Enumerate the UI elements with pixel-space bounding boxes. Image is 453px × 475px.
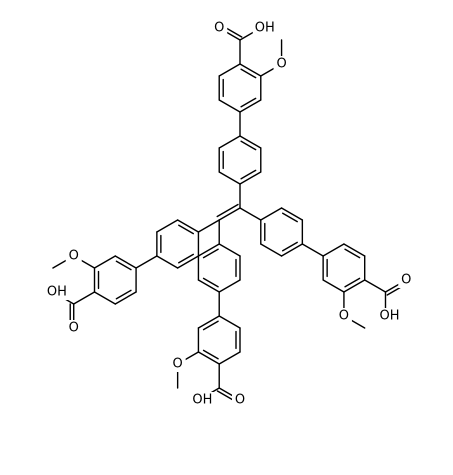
- bond: [364, 279, 387, 293]
- label-bg: [252, 20, 277, 36]
- double-bond: [178, 253, 195, 264]
- label-bg: [65, 320, 82, 336]
- label-bg: [190, 392, 215, 408]
- bond: [322, 243, 345, 257]
- hydroxyl: OH: [379, 309, 399, 324]
- bond: [343, 243, 366, 257]
- bond: [218, 279, 241, 293]
- double-bond: [202, 349, 219, 360]
- label-bg: [232, 392, 248, 408]
- methoxy-o: O: [276, 57, 286, 72]
- bond: [156, 255, 179, 269]
- label-bg: [44, 284, 69, 300]
- hydroxyl: OH: [255, 21, 275, 36]
- bond: [156, 219, 179, 233]
- bond: [280, 243, 304, 257]
- label-bg: [65, 248, 82, 264]
- carbonyl-o: O: [401, 273, 411, 288]
- bond: [135, 255, 158, 269]
- bond: [114, 255, 137, 269]
- bond: [93, 291, 116, 305]
- double-bond: [344, 248, 361, 259]
- bond: [218, 207, 241, 221]
- bond: [218, 315, 241, 329]
- methoxy-o: O: [69, 249, 79, 264]
- bond: [197, 219, 220, 233]
- double-bond: [344, 277, 361, 288]
- double-bond: [240, 97, 257, 108]
- double-bond: [202, 277, 219, 288]
- bond: [301, 243, 324, 257]
- bond: [218, 135, 241, 149]
- bond: [280, 207, 304, 221]
- bond: [343, 279, 366, 293]
- double-bond: [115, 260, 132, 271]
- double-bond: [178, 224, 195, 235]
- bond: [260, 207, 283, 221]
- double-bond: [240, 169, 257, 180]
- label-bg: [377, 308, 402, 324]
- bond: [218, 171, 241, 185]
- bond: [176, 255, 200, 269]
- bond: [239, 207, 262, 221]
- bond: [322, 279, 345, 293]
- carbonyl-o: O: [69, 321, 79, 336]
- bond: [239, 99, 262, 113]
- methoxy-o: O: [339, 309, 349, 324]
- bond: [197, 315, 220, 329]
- double-bond: [281, 212, 298, 223]
- carbonyl-o: O: [235, 393, 245, 408]
- bond: [197, 243, 220, 257]
- bond: [114, 291, 137, 305]
- bond: [197, 351, 220, 365]
- label-bg: [169, 356, 186, 372]
- bond: [239, 171, 262, 185]
- label-bg: [398, 272, 415, 288]
- bond: [218, 99, 241, 113]
- bond: [218, 63, 241, 77]
- label-bg: [273, 56, 290, 72]
- bond: [239, 63, 262, 77]
- carbonyl-o: O: [214, 21, 224, 36]
- hydroxyl: OH: [47, 285, 67, 300]
- bond: [197, 279, 220, 293]
- label-bg: [335, 308, 352, 324]
- double-bond: [202, 320, 219, 331]
- methoxy-o: O: [173, 357, 183, 372]
- bond: [176, 219, 200, 233]
- label-bg: [211, 20, 228, 36]
- double-bond: [281, 241, 298, 252]
- bond: [73, 291, 96, 305]
- double-bond: [240, 140, 257, 151]
- double-bond: [202, 248, 219, 259]
- hydroxyl: OH: [192, 393, 212, 408]
- double-bond: [240, 68, 257, 79]
- bond: [218, 351, 241, 365]
- bond: [218, 243, 241, 257]
- double-bond: [115, 289, 132, 300]
- bond: [260, 243, 283, 257]
- bond: [239, 135, 262, 149]
- bond: [93, 255, 116, 269]
- double-bond: [216, 203, 239, 218]
